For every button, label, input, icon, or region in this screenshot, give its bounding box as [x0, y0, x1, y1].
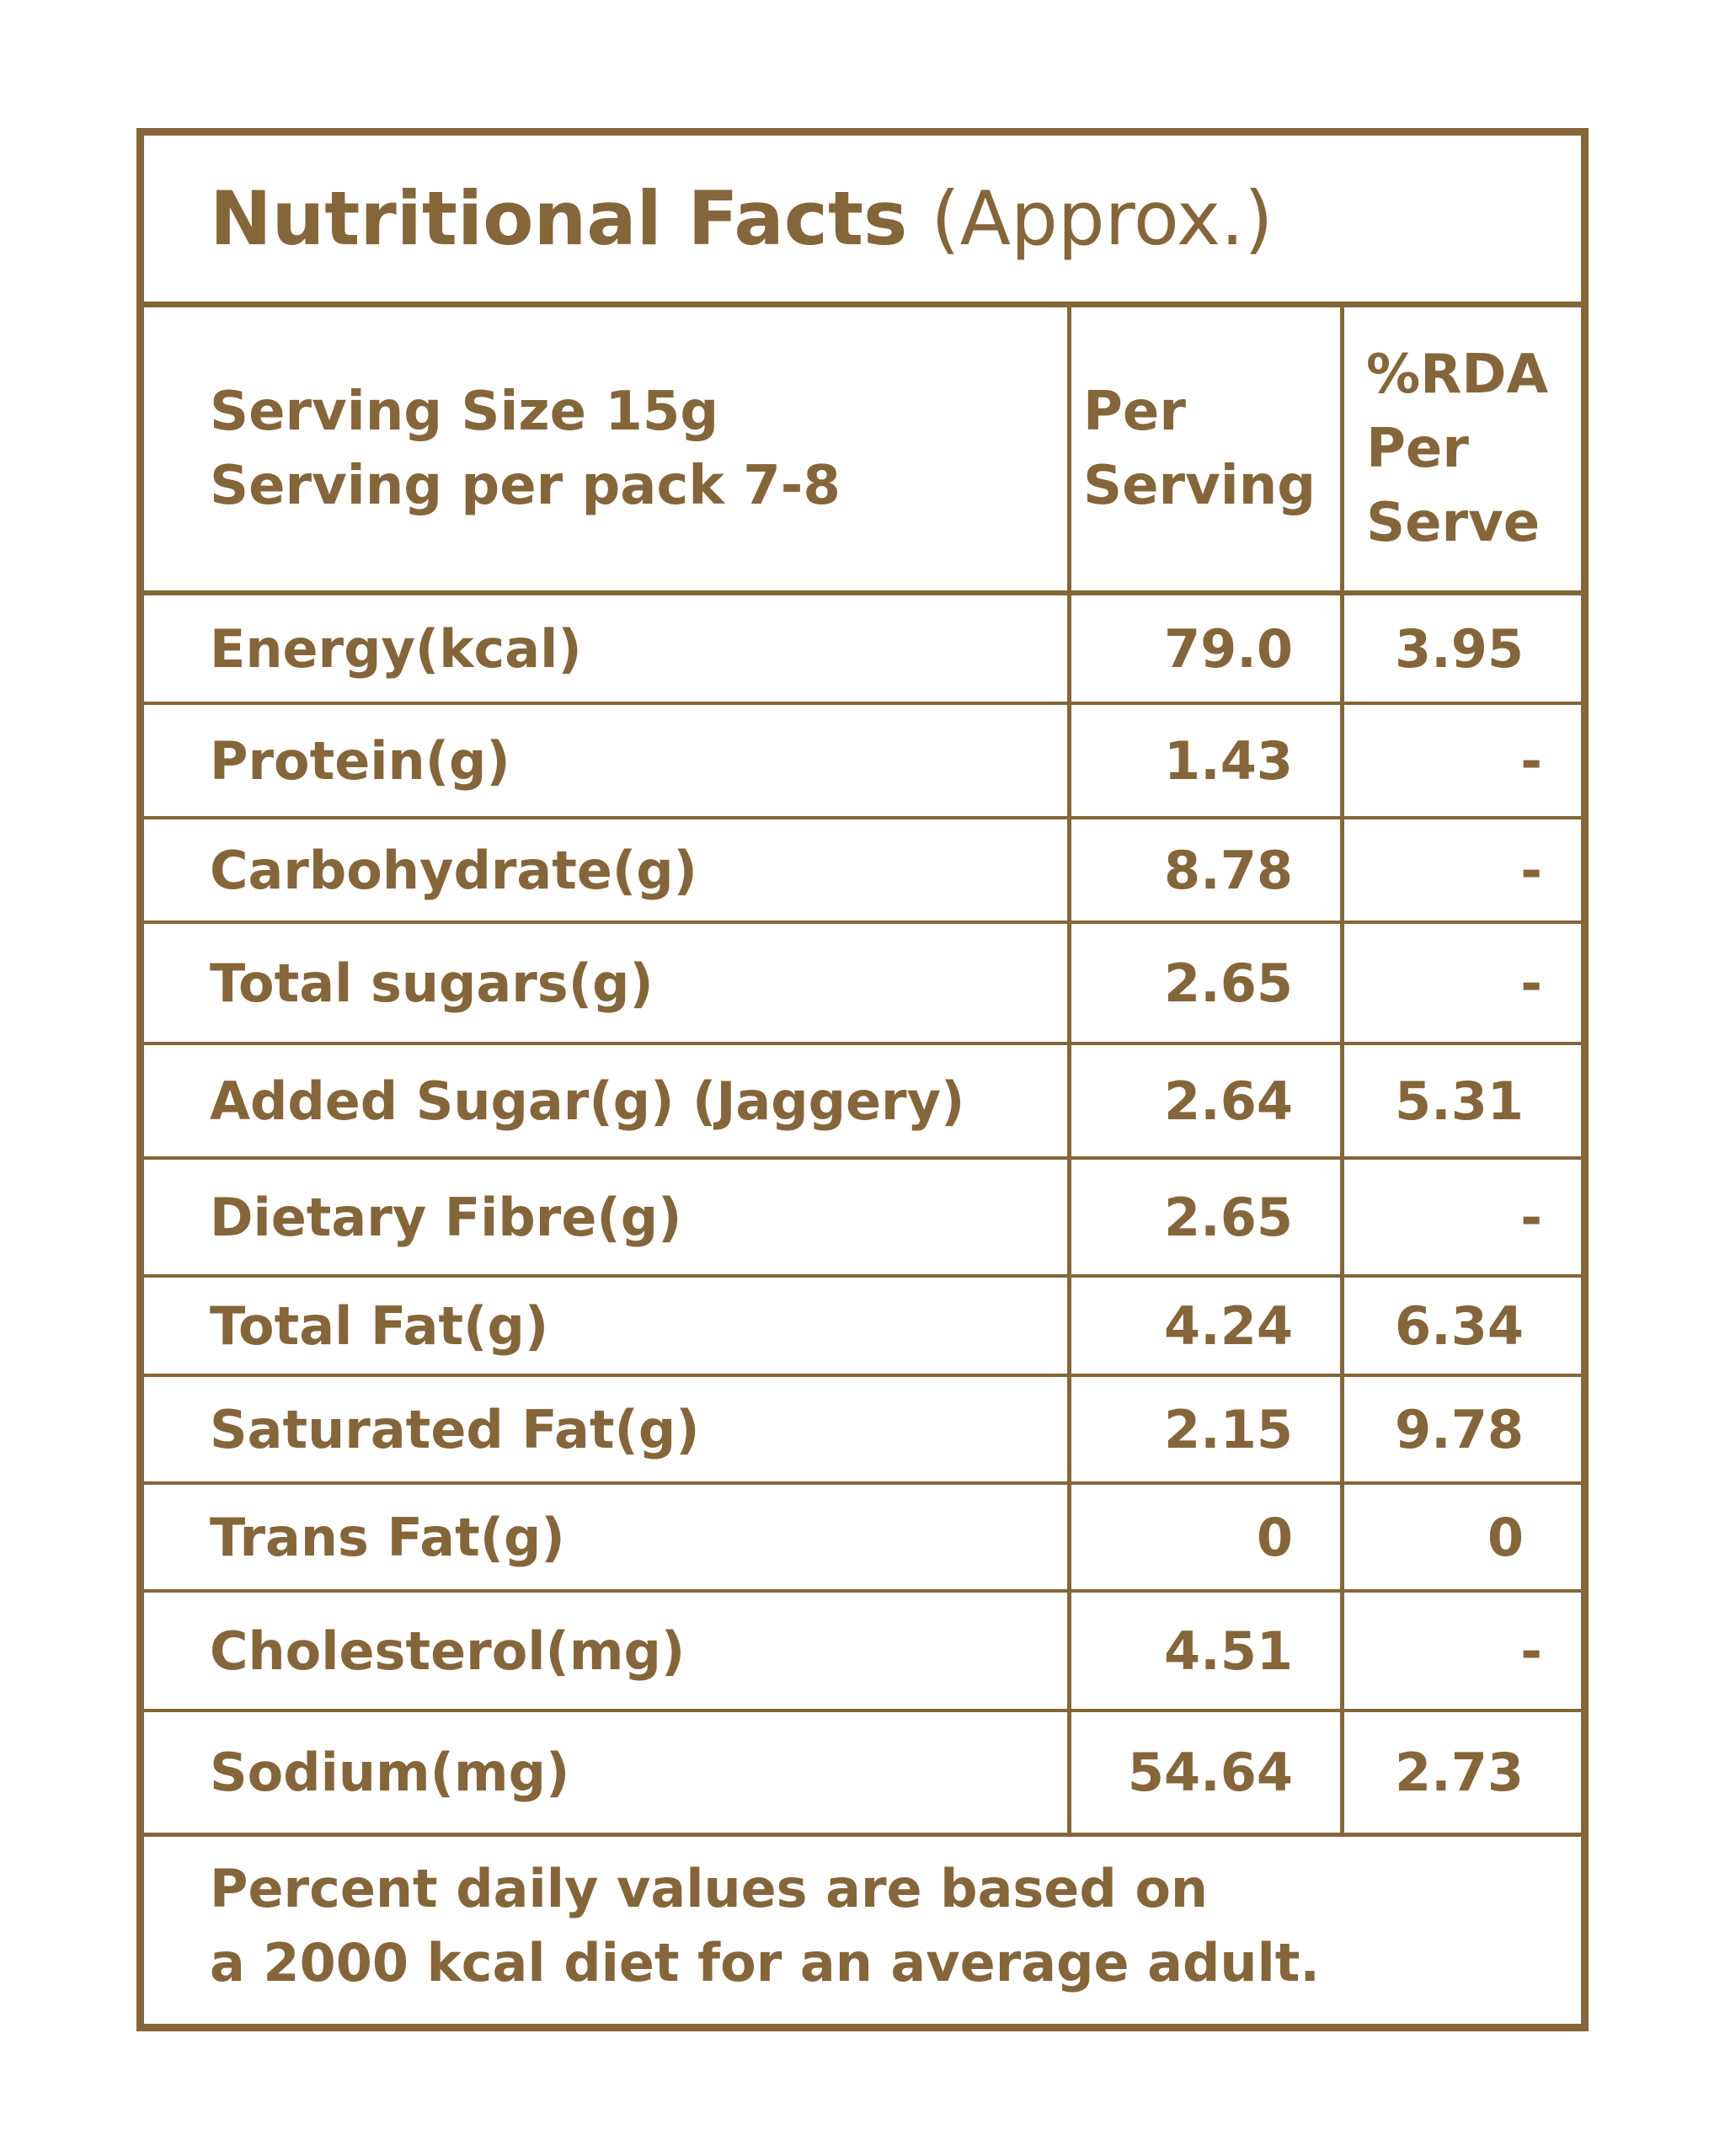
table-row: Cholesterol(mg) 4.51 - — [144, 1593, 1581, 1712]
nutrition-table: Serving Size 15g Serving per pack 7-8 Pe… — [144, 307, 1581, 1837]
rda-header-line: Serve — [1366, 492, 1541, 554]
table-row: Trans Fat(g) 0 0 — [144, 1485, 1581, 1593]
per-serving-header-line: Per — [1083, 381, 1186, 443]
rda-value: - — [1340, 819, 1581, 921]
nutrient-name: Cholesterol(mg) — [210, 1620, 686, 1682]
rda-header-line: Per — [1366, 418, 1469, 480]
table-row: Energy(kcal) 79.0 3.95 — [144, 595, 1581, 705]
table-row: Dietary Fibre(g) 2.65 - — [144, 1160, 1581, 1278]
footnote-line-2: a 2000 kcal diet for an average adult. — [210, 1932, 1320, 1993]
rda-value: 6.34 — [1340, 1278, 1581, 1374]
label-title: Nutritional Facts (Approx.) — [144, 136, 1581, 307]
table-row: Protein(g) 1.43 - — [144, 705, 1581, 819]
per-serving-value: 8.78 — [1067, 819, 1340, 921]
per-serving-value: 79.0 — [1067, 595, 1340, 702]
nutrient-name: Dietary Fibre(g) — [210, 1186, 682, 1248]
per-serving-value: 4.51 — [1067, 1593, 1340, 1709]
nutrient-name: Sodium(mg) — [210, 1742, 570, 1803]
rda-header-line: %RDA — [1366, 344, 1549, 406]
table-header-row: Serving Size 15g Serving per pack 7-8 Pe… — [144, 307, 1581, 595]
per-serving-value: 2.65 — [1067, 1160, 1340, 1274]
rda-value: - — [1340, 924, 1581, 1042]
rda-value: 2.73 — [1340, 1712, 1581, 1833]
rda-value: - — [1340, 1593, 1581, 1709]
table-row: Carbohydrate(g) 8.78 - — [144, 819, 1581, 924]
per-serving-value: 2.15 — [1067, 1377, 1340, 1481]
per-serving-value: 0 — [1067, 1485, 1340, 1589]
per-serving-header: Per Serving — [1067, 307, 1340, 590]
serving-per-pack: Serving per pack 7-8 — [210, 455, 841, 517]
nutrient-name: Carbohydrate(g) — [210, 839, 697, 901]
table-row: Total sugars(g) 2.65 - — [144, 924, 1581, 1045]
nutrient-name: Added Sugar(g) (Jaggery) — [210, 1070, 965, 1132]
rda-value: - — [1340, 1160, 1581, 1274]
nutrient-name: Total Fat(g) — [210, 1294, 549, 1357]
table-row: Sodium(mg) 54.64 2.73 — [144, 1712, 1581, 1837]
table-row: Total Fat(g) 4.24 6.34 — [144, 1278, 1581, 1377]
nutrient-name: Total sugars(g) — [210, 952, 654, 1014]
nutrition-facts-label: Nutritional Facts (Approx.) Serving Size… — [136, 128, 1589, 2031]
per-serving-value: 4.24 — [1067, 1278, 1340, 1374]
nutrient-name: Protein(g) — [210, 729, 510, 792]
rda-value: 5.31 — [1340, 1045, 1581, 1156]
per-serving-value: 1.43 — [1067, 705, 1340, 816]
serving-info: Serving Size 15g Serving per pack 7-8 — [144, 307, 1067, 590]
serving-size: Serving Size 15g — [210, 381, 719, 443]
table-row: Saturated Fat(g) 2.15 9.78 — [144, 1377, 1581, 1485]
per-serving-value: 2.65 — [1067, 924, 1340, 1042]
nutrient-name: Trans Fat(g) — [210, 1506, 565, 1568]
title-main: Nutritional Facts — [210, 175, 908, 262]
table-row: Added Sugar(g) (Jaggery) 2.64 5.31 — [144, 1045, 1581, 1160]
nutrient-name: Saturated Fat(g) — [210, 1398, 700, 1460]
per-serving-value: 54.64 — [1067, 1712, 1340, 1833]
per-serving-header-line: Serving — [1083, 455, 1316, 517]
per-serving-value: 2.64 — [1067, 1045, 1340, 1156]
rda-value: 3.95 — [1340, 595, 1581, 702]
footnote: Percent daily values are based on a 2000… — [144, 1828, 1581, 2024]
rda-value: - — [1340, 705, 1581, 816]
nutrient-name: Energy(kcal) — [210, 617, 582, 680]
rda-value: 9.78 — [1340, 1377, 1581, 1481]
rda-value: 0 — [1340, 1485, 1581, 1589]
title-approx: (Approx.) — [931, 175, 1274, 262]
rda-header: %RDA Per Serve — [1340, 307, 1581, 590]
footnote-line-1: Percent daily values are based on — [210, 1858, 1209, 1919]
